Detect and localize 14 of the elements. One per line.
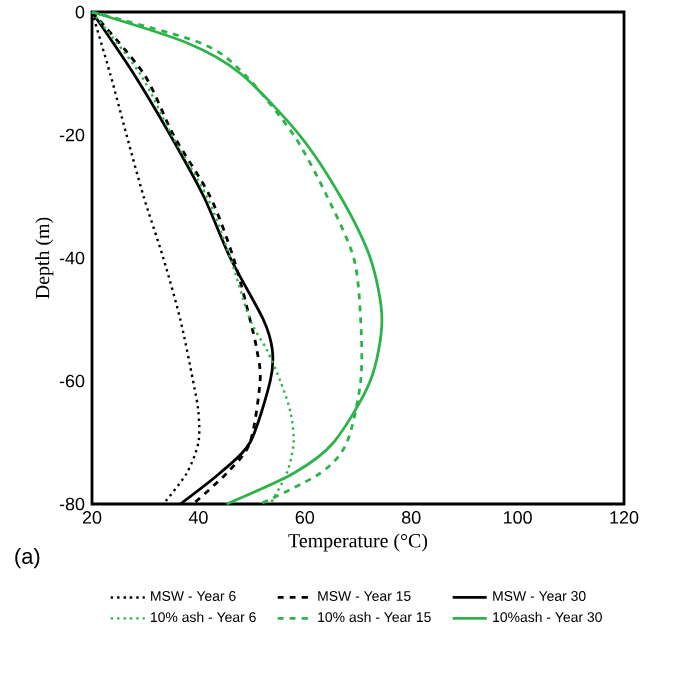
x-tick-label: 120 [610,511,639,524]
y-tick-label: -60 [59,374,85,388]
x-tick-label: 20 [82,511,102,524]
text: (a) [15,547,40,569]
x-tick-label: 100 [504,511,532,524]
x-tick-label: 60 [295,511,315,524]
x-tick-label: 40 [188,511,208,524]
y-axis-title: Depth (m) [35,217,54,299]
y-tick-label: -20 [59,128,85,142]
x-tick-label: 80 [402,511,421,524]
y-tick-label: 0 [75,5,85,19]
x-axis-title: Temperature (°C) [288,533,428,552]
y-tick-label: -80 [59,497,85,511]
y-tick-label: -40 [59,251,85,265]
